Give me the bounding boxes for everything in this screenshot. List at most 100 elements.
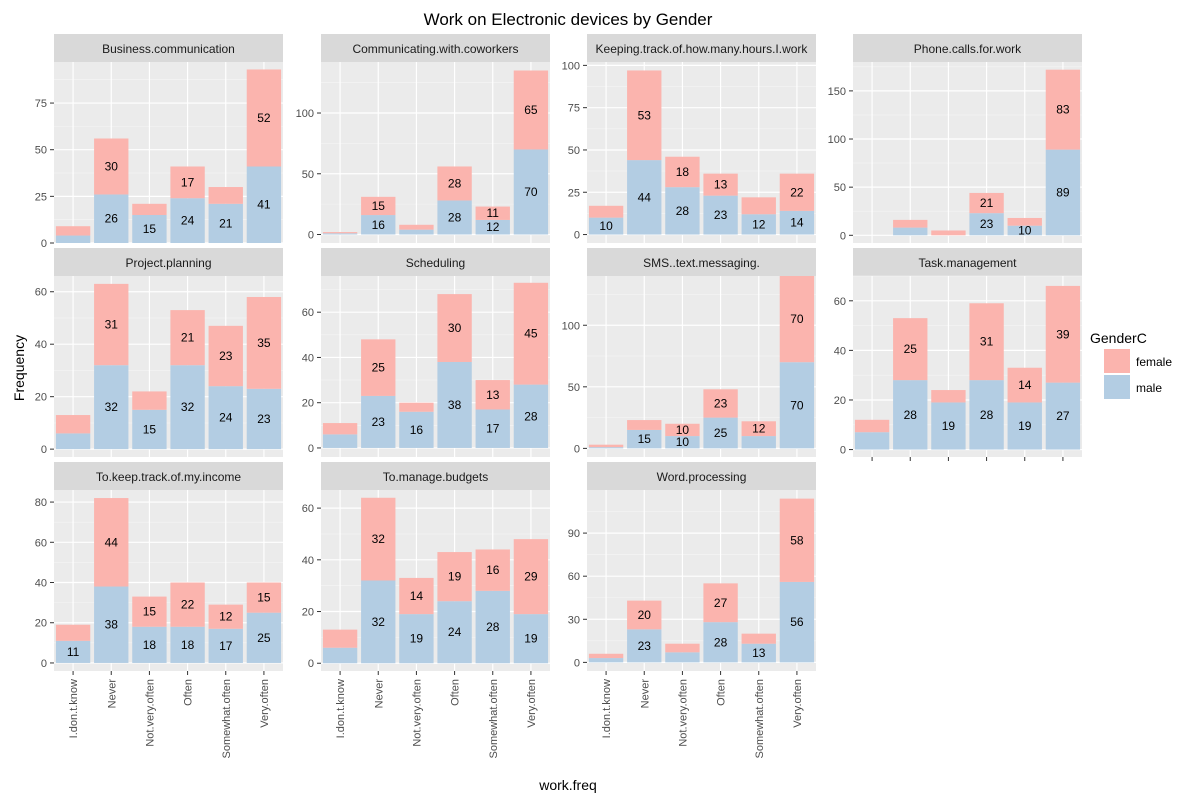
y-tick-label: 100	[562, 60, 580, 72]
bar-label-female: 45	[524, 327, 538, 341]
bar-male	[513, 614, 549, 664]
bar-female	[132, 391, 167, 410]
legend-key-female	[1104, 349, 1130, 373]
bar-female	[437, 294, 472, 362]
bar-label-female: 22	[181, 598, 195, 612]
facet-strip	[321, 462, 550, 490]
bar-label-male: 27	[1056, 409, 1070, 423]
facet-panel: Business.communication 0 25 50 75 26 30 15 24 17 2…	[35, 34, 283, 250]
bar-label-male: 26	[105, 212, 119, 226]
bar-label-male: 19	[524, 632, 538, 646]
bar-label-male: 19	[1018, 419, 1032, 433]
bar-female	[475, 380, 510, 410]
bar-label-male: 23	[980, 217, 994, 231]
x-tick-label: Never	[639, 679, 651, 709]
y-tick-label: 20	[302, 398, 314, 410]
bar-label-female: 12	[752, 422, 766, 436]
bar-label-female: 30	[105, 159, 119, 173]
bar-label-male: 44	[638, 190, 652, 204]
bar-male	[437, 601, 472, 664]
y-tick-label: 90	[568, 528, 580, 540]
bar-female	[779, 498, 815, 582]
bar-female	[170, 582, 205, 627]
y-tick-label: 60	[35, 287, 47, 299]
bar-label-female: 31	[980, 335, 994, 349]
bar-label-male: 10	[599, 219, 613, 233]
x-tick-label: Somewhat.often	[221, 679, 233, 759]
y-tick-label: 20	[35, 392, 47, 404]
plot-background	[587, 62, 816, 243]
y-tick-label: 20	[834, 395, 846, 407]
bar-male	[665, 652, 700, 663]
legend-key-male	[1104, 375, 1130, 399]
bar-female	[1045, 285, 1081, 383]
bar-label-male: 17	[219, 639, 233, 653]
bar-label-female: 25	[372, 361, 386, 375]
bar-label-male: 56	[790, 615, 804, 629]
bar-label-female: 53	[638, 108, 652, 122]
x-tick-label: Often	[716, 679, 728, 706]
bar-male	[588, 217, 624, 235]
facet-strip	[587, 248, 816, 276]
bar-label-male: 18	[143, 638, 157, 652]
y-tick-label: 60	[35, 537, 47, 549]
y-tick-label: 0	[41, 238, 47, 250]
bar-male	[779, 581, 815, 663]
y-tick-label: 60	[568, 571, 580, 583]
bar-male	[1007, 225, 1042, 236]
bar-label-male: 15	[143, 422, 157, 436]
bar-male	[893, 380, 928, 450]
bar-female	[170, 310, 205, 366]
bar-label-female: 16	[486, 563, 500, 577]
bar-female	[703, 583, 738, 623]
bar-label-male: 23	[638, 639, 652, 653]
facet-strip	[54, 248, 283, 276]
bar-female	[1045, 69, 1081, 150]
bar-male	[854, 432, 890, 450]
facet-strip-label: Project.planning	[125, 256, 211, 270]
bar-female	[703, 389, 738, 418]
bar-female	[208, 604, 243, 629]
bar-female	[399, 402, 434, 412]
bar-label-female: 19	[448, 570, 462, 584]
bar-label-female: 13	[714, 178, 728, 192]
bar-label-female: 14	[1018, 378, 1032, 392]
x-axis-title: work.freq	[538, 777, 597, 793]
bar-label-female: 65	[524, 103, 538, 117]
bar-label-male: 23	[372, 415, 386, 429]
bar-female	[854, 419, 890, 433]
bar-label-male: 19	[942, 419, 956, 433]
bar-label-male: 28	[904, 408, 918, 422]
bar-label-male: 24	[181, 214, 195, 228]
bar-female	[55, 415, 91, 434]
bar-female	[741, 421, 776, 437]
bar-female	[588, 653, 624, 659]
bar-female	[475, 549, 510, 591]
facet-panel: To.manage.budgets 0 20 40 60 32 32 19 14 24 19 28 16…	[302, 462, 550, 675]
facet-panels: Business.communication 0 25 50 75 26 30 15 24 17 2…	[35, 34, 1082, 675]
bar-male	[665, 187, 700, 235]
x-tick-label: Often	[450, 679, 462, 706]
bar-female	[627, 600, 662, 630]
bar-female	[361, 339, 396, 396]
bar-label-male: 17	[486, 422, 500, 436]
bar-female	[893, 318, 928, 381]
legend: GenderC female male	[1090, 330, 1172, 399]
bar-male	[170, 198, 205, 243]
facet-strip-label: Word.processing	[657, 470, 747, 484]
x-tick-label: Somewhat.often	[754, 679, 766, 759]
bar-label-male: 19	[410, 632, 424, 646]
y-tick-label: 60	[302, 503, 314, 515]
bar-male	[475, 219, 510, 235]
facet-panel: Phone.calls.for.work 0 50 100 150 23 21 10 89 83	[828, 34, 1082, 243]
facet-panel: Communicating.with.coworkers 0 50 100 16 15 28…	[296, 34, 550, 243]
bar-female	[741, 197, 776, 215]
bar-label-female: 52	[257, 111, 271, 125]
bar-female	[893, 219, 928, 228]
bar-male	[132, 409, 167, 450]
bar-female	[969, 303, 1004, 381]
bar-label-male: 10	[676, 435, 690, 449]
bar-label-female: 21	[181, 331, 195, 345]
y-tick-label: 0	[41, 444, 47, 456]
facet-panel: Project.planning 0 20 40 60 32 31 15 32 21 24 23 23 3…	[35, 248, 283, 457]
